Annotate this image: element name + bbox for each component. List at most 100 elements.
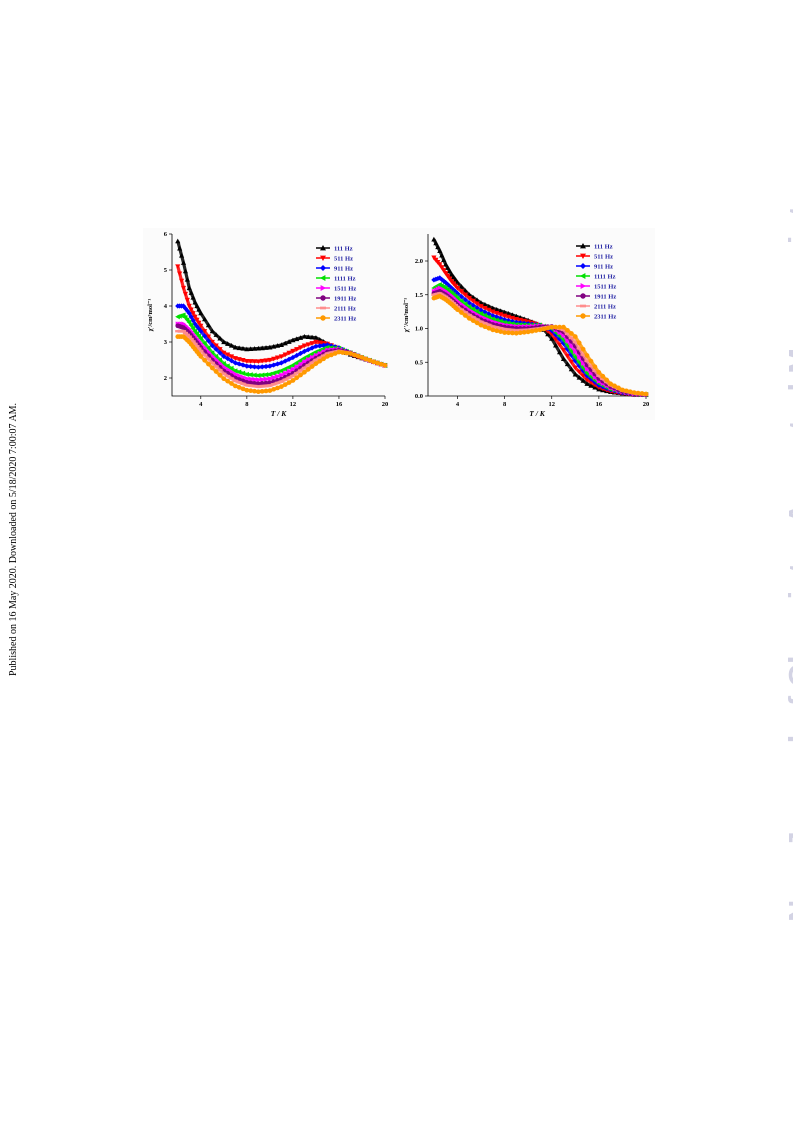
data-point — [627, 389, 633, 395]
data-point — [209, 328, 215, 334]
data-point — [225, 363, 230, 369]
legend-label: 911 Hz — [594, 263, 613, 270]
data-point — [443, 295, 449, 298]
data-point — [466, 313, 472, 317]
legend-label: 2111 Hz — [594, 303, 616, 310]
data-point — [228, 365, 234, 371]
data-point — [278, 342, 284, 347]
data-point — [525, 329, 531, 335]
data-point — [194, 303, 200, 309]
data-point — [248, 376, 254, 382]
data-point — [564, 346, 571, 352]
data-point — [556, 349, 563, 355]
legend-label: 2311 Hz — [334, 315, 356, 322]
series-1511-hz — [175, 321, 388, 383]
y-tick-label: 5 — [164, 267, 168, 274]
y-tick-label: 0.0 — [415, 393, 423, 400]
data-point — [584, 353, 590, 358]
legend-marker — [320, 255, 326, 261]
data-point — [458, 308, 464, 311]
legend-entry: 2111 Hz — [576, 303, 616, 310]
data-point — [445, 273, 451, 279]
data-point — [225, 341, 231, 346]
data-point — [298, 372, 303, 378]
data-point — [454, 285, 461, 291]
data-point — [180, 312, 186, 318]
data-point — [517, 317, 523, 323]
data-point — [271, 370, 276, 376]
data-point — [580, 368, 586, 374]
data-point — [294, 372, 300, 375]
data-point — [271, 383, 277, 386]
data-point — [437, 275, 443, 281]
legend-marker — [580, 273, 586, 279]
data-point — [355, 353, 361, 359]
data-point — [263, 372, 269, 378]
data-point — [275, 385, 280, 391]
legend-label: 1111 Hz — [594, 273, 616, 280]
data-point — [259, 372, 265, 378]
data-point — [282, 352, 288, 358]
data-point — [317, 340, 323, 346]
data-point — [639, 391, 645, 396]
data-point — [482, 322, 488, 325]
data-point — [564, 353, 571, 359]
data-point — [182, 268, 189, 274]
data-point — [202, 353, 208, 357]
ac-susceptibility-charts: 4 8 12 16 20 2 3 4 5 6 T / K χ'/cm³mol⁻¹ 111 Hz 511 H… — [147, 231, 650, 418]
data-point — [256, 377, 261, 383]
data-point — [184, 333, 190, 336]
data-point — [580, 346, 586, 352]
data-point — [184, 277, 190, 282]
data-point — [309, 345, 315, 351]
data-point — [600, 377, 606, 381]
data-point — [271, 343, 277, 349]
y-tick-label: 2 — [164, 375, 167, 382]
data-point — [596, 370, 602, 375]
data-point — [568, 366, 574, 372]
x-tick-label: 20 — [643, 401, 650, 408]
legend-entry: 1511 Hz — [316, 285, 356, 292]
data-point — [180, 260, 187, 265]
data-point — [286, 376, 292, 379]
data-point — [509, 328, 516, 332]
data-point — [196, 333, 201, 339]
legend-entry: 511 Hz — [576, 253, 613, 260]
legend-marker — [320, 315, 326, 321]
y-tick-label: 1.0 — [415, 326, 423, 333]
data-point — [572, 371, 578, 377]
data-point — [198, 310, 204, 316]
data-point — [225, 352, 231, 358]
data-point — [478, 320, 484, 323]
data-point — [202, 340, 207, 346]
chart-in-phase: 4 8 12 16 20 2 3 4 5 6 T / K χ'/cm³mol⁻¹ 111 Hz 511 H… — [147, 231, 388, 418]
data-point — [631, 390, 637, 395]
data-point — [564, 332, 571, 336]
data-point — [325, 354, 330, 359]
data-point — [236, 357, 242, 362]
data-point — [180, 303, 187, 309]
data-point — [198, 335, 203, 341]
data-point — [180, 330, 187, 333]
data-point — [279, 384, 284, 389]
data-point — [549, 324, 555, 330]
data-point — [584, 359, 590, 363]
data-point — [443, 261, 449, 267]
data-point — [584, 377, 590, 383]
data-point — [213, 353, 219, 359]
data-point — [290, 337, 296, 343]
data-point — [194, 317, 200, 323]
data-point — [612, 383, 617, 389]
data-point — [470, 298, 476, 304]
legend-entry: 111 Hz — [576, 243, 613, 250]
data-point — [486, 314, 491, 320]
data-point — [186, 335, 192, 338]
data-point — [517, 329, 523, 332]
data-point — [192, 314, 198, 320]
data-point — [462, 313, 468, 318]
data-point — [592, 364, 598, 370]
data-point — [643, 391, 649, 397]
legend-entry: 511 Hz — [316, 255, 353, 262]
x-tick-label: 20 — [382, 401, 389, 408]
data-point — [509, 315, 516, 321]
